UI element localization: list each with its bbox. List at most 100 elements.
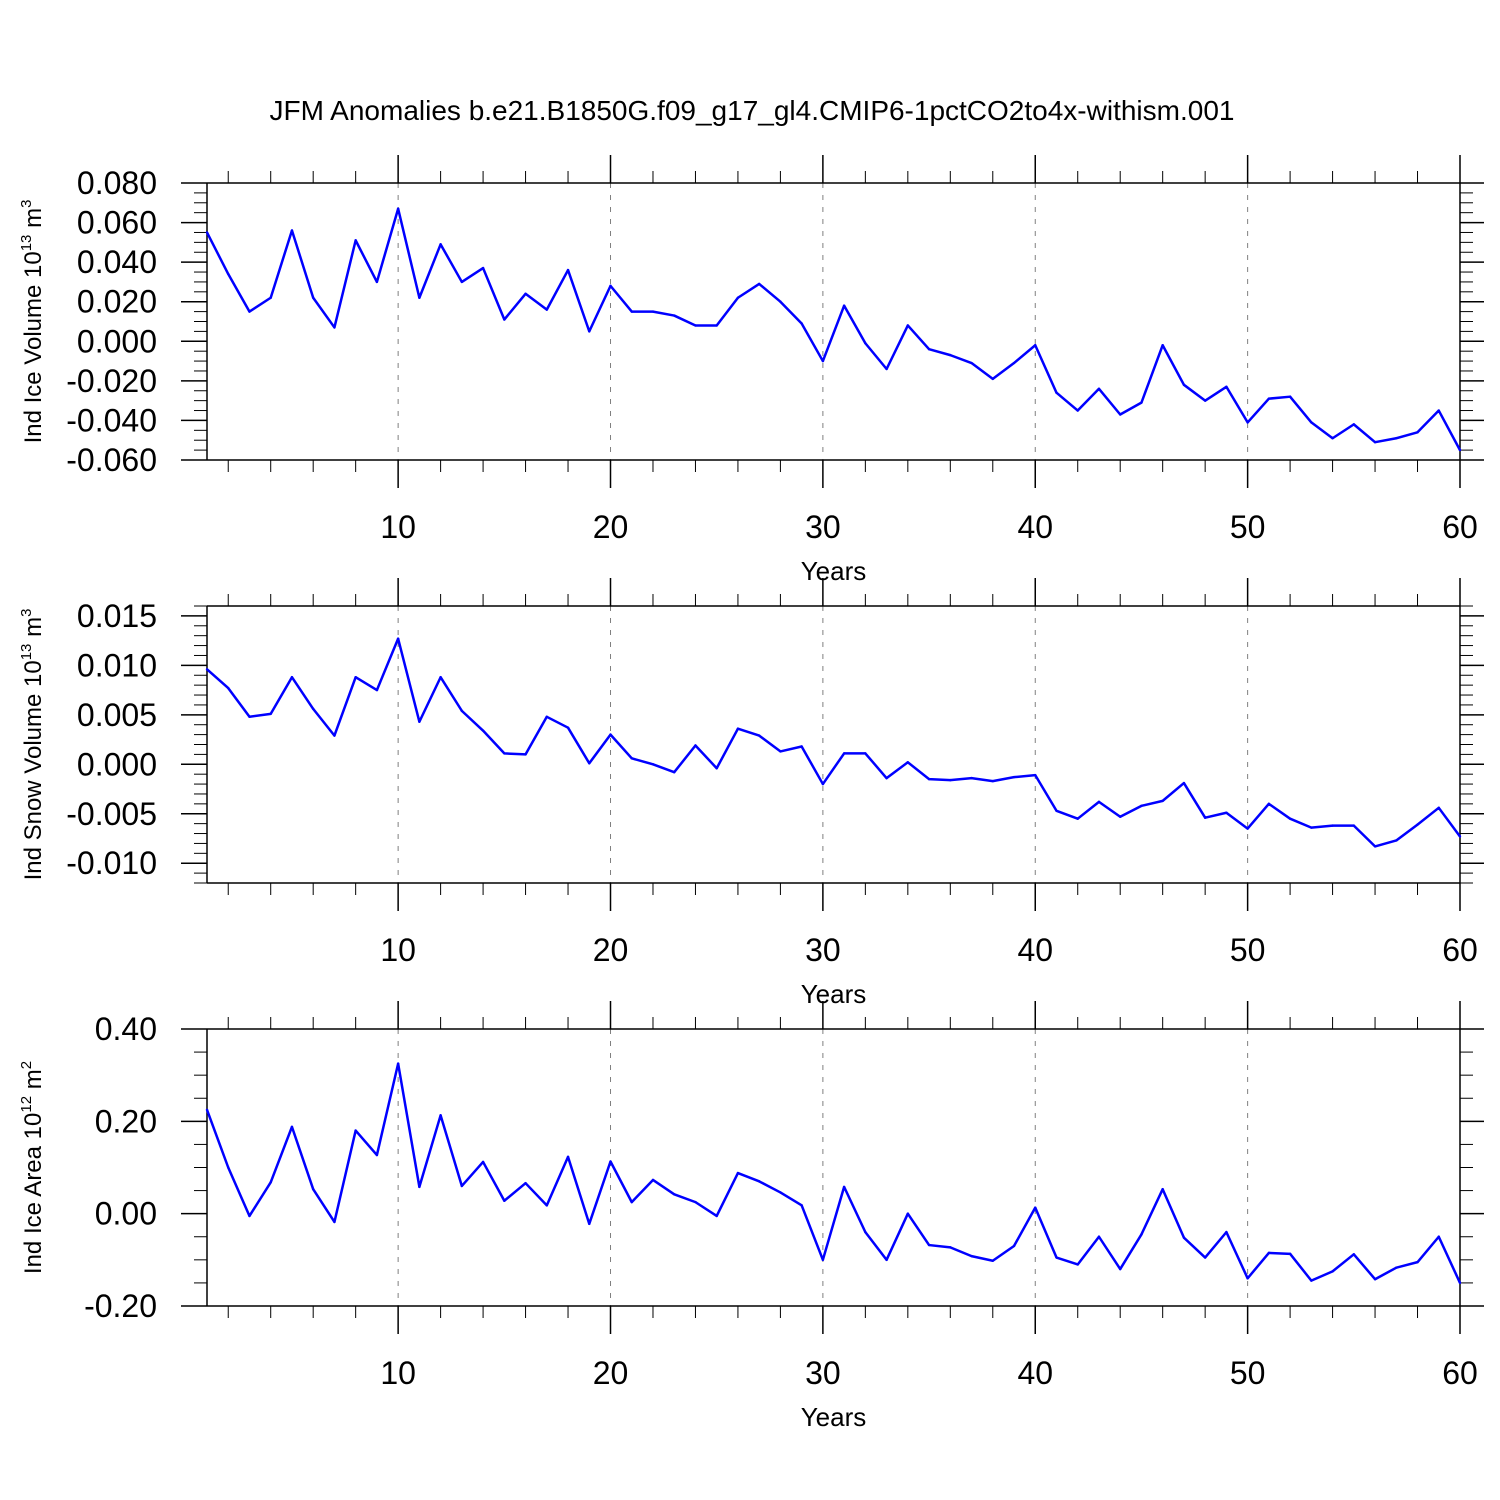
data-point (651, 1178, 655, 1182)
data-point (503, 752, 506, 755)
data-point (1288, 395, 1292, 398)
data-point (524, 1181, 527, 1185)
y-axis-label-text: Ind Ice Volume 10 (20, 251, 47, 443)
y-axis-label-unit-sup: 3 (18, 609, 35, 617)
x-tick-label: 40 (1017, 1355, 1053, 1391)
data-point (736, 727, 740, 730)
data-point (1012, 775, 1016, 779)
x-axis-label: Years (801, 979, 867, 1009)
data-point (1012, 1244, 1016, 1248)
y-tick-label: -0.040 (66, 402, 157, 438)
data-point (1203, 816, 1207, 819)
y-tick-label: -0.010 (66, 845, 157, 881)
data-point (694, 744, 697, 747)
data-point (885, 1258, 888, 1262)
data-point (481, 266, 485, 270)
data-point (248, 1214, 251, 1218)
data-point (333, 734, 336, 737)
data-point (1437, 806, 1440, 810)
y-axis-label-unit: m (20, 1069, 47, 1096)
data-point (460, 280, 464, 284)
data-point (205, 668, 209, 671)
data-point (1225, 811, 1228, 814)
data-point (1034, 344, 1037, 347)
panel-3: 10 20 30 40 50 60 0.40 0.20 0.00 -0.20 Years Ind Ic… (18, 1001, 1484, 1432)
data-point (545, 715, 548, 718)
data-point (1182, 781, 1186, 785)
y-tick-label: -0.005 (66, 796, 157, 832)
data-point (588, 330, 591, 333)
data-point (906, 761, 910, 764)
data-point (821, 782, 825, 786)
data-point (375, 1153, 379, 1157)
x-tick-label: 50 (1230, 509, 1266, 545)
data-point (1119, 413, 1122, 416)
data-point (757, 282, 761, 286)
data-point (1055, 809, 1058, 812)
data-point (715, 1214, 718, 1218)
x-tick-label: 20 (593, 932, 629, 968)
data-point (1012, 361, 1016, 365)
data-point (227, 686, 230, 690)
data-point (1119, 1267, 1122, 1271)
data-point (694, 324, 697, 327)
x-tick-label: 40 (1017, 932, 1053, 968)
y-axis-label-sup: 12 (18, 1096, 35, 1113)
x-axis-label: Years (801, 556, 867, 586)
y-axis-label-text: Ind Snow Volume 10 (20, 660, 47, 880)
data-point (205, 231, 209, 234)
data-point (991, 779, 994, 783)
data-point (1246, 421, 1249, 424)
y-tick-label: 0.00 (95, 1196, 157, 1232)
data-point (885, 367, 888, 371)
data-point (333, 326, 336, 329)
y-axis-label-unit: m (20, 208, 47, 235)
x-tick-label: 40 (1017, 509, 1053, 545)
data-point (396, 1062, 400, 1065)
data-point (375, 280, 379, 284)
data-point (269, 712, 272, 716)
data-point (1055, 391, 1058, 394)
x-tick-label: 50 (1230, 932, 1266, 968)
data-point (545, 308, 548, 311)
x-tick-label: 60 (1442, 932, 1478, 968)
data-point (821, 1258, 825, 1262)
data-point (1097, 1235, 1101, 1238)
x-tick-label: 30 (805, 509, 841, 545)
y-axis-label: Ind Snow Volume 1013 m3 (18, 609, 47, 881)
data-point (1267, 1251, 1271, 1255)
y-axis-label-sup: 13 (18, 235, 35, 252)
data-point (970, 361, 973, 365)
data-point (651, 763, 655, 766)
data-point (1416, 823, 1419, 826)
data-point (757, 734, 761, 737)
series-line (205, 1062, 1462, 1284)
data-point (460, 709, 464, 713)
data-point (588, 1222, 591, 1226)
data-point (1416, 1260, 1419, 1264)
data-point (1288, 817, 1292, 820)
data-point (354, 1129, 357, 1132)
data-point (1182, 383, 1186, 387)
data-point (715, 767, 718, 770)
data-point (609, 284, 612, 288)
data-point (673, 314, 676, 317)
data-point (1076, 1263, 1079, 1266)
data-point (1034, 773, 1037, 777)
data-point (1161, 1187, 1164, 1191)
data-point (1267, 802, 1271, 806)
y-tick-label: 0.40 (95, 1011, 157, 1047)
data-point (970, 776, 973, 780)
data-point (694, 1200, 697, 1204)
data-point (290, 229, 294, 232)
data-point (1182, 1236, 1186, 1239)
data-point (227, 1166, 230, 1169)
data-point (248, 715, 251, 718)
y-tick-label: 0.000 (77, 746, 157, 782)
data-point (1373, 1278, 1377, 1281)
data-point (1140, 1233, 1143, 1236)
y-axis-label-unit-sup: 3 (18, 200, 35, 208)
data-point (1310, 826, 1313, 829)
data-point (1352, 824, 1356, 827)
